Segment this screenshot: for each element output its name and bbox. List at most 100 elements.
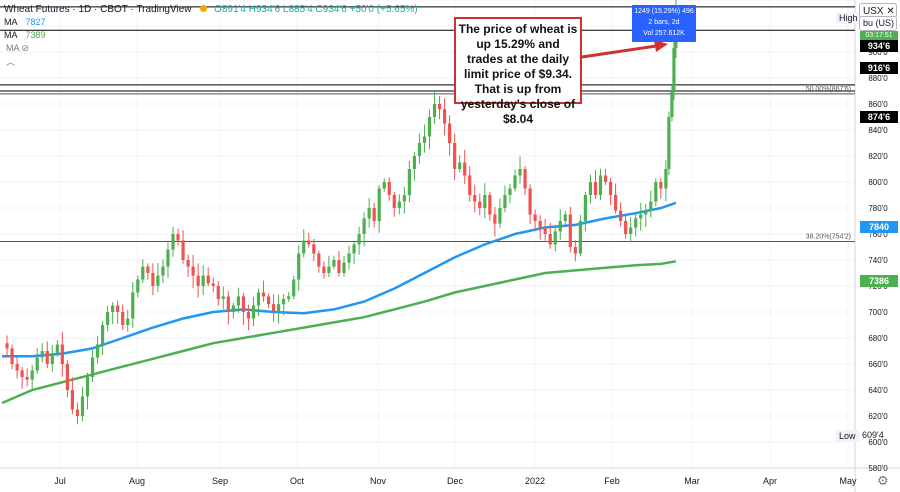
candle-body (231, 305, 235, 312)
annotation-arrow (581, 44, 657, 59)
y-tick-label: 760'0 (868, 230, 888, 239)
candle-body (548, 234, 552, 245)
candle-body (654, 182, 658, 202)
ma-fast-legend[interactable]: MA 7827 (4, 17, 46, 27)
candle-body (639, 214, 643, 219)
close-icon: ✕ (886, 6, 895, 17)
candle-body (463, 162, 467, 176)
candle-body (151, 273, 155, 286)
candle-body (126, 318, 130, 325)
candle-body (528, 188, 532, 215)
annotation-callout: The price of wheat is up 15.29% and trad… (454, 17, 582, 126)
x-tick-label: Feb (604, 476, 620, 486)
candle-body (216, 286, 220, 299)
candle-body (136, 279, 140, 293)
candle-body (392, 195, 396, 208)
x-tick-label: Oct (290, 476, 305, 486)
candle-body (251, 305, 256, 319)
candle-body (347, 253, 351, 263)
candle-body (377, 188, 381, 221)
candle-body (307, 240, 311, 245)
low-marker-value: 609'4 (862, 430, 884, 440)
candle-body (30, 370, 34, 380)
candle-body (121, 312, 125, 325)
ma-slow-legend[interactable]: MA 7389 (4, 30, 46, 40)
candle-body (241, 296, 246, 312)
y-tick-label: 860'0 (868, 100, 888, 109)
collapse-legend-icon[interactable]: ︿ (6, 57, 16, 67)
price-label-upper: 916'6 (860, 62, 898, 74)
candle-body (468, 175, 472, 195)
candle-body (322, 266, 326, 273)
fib-label: 38.20%(754'2) (806, 233, 851, 240)
candle-body (161, 266, 165, 276)
y-tick-label: 840'0 (868, 126, 888, 135)
currency-select[interactable]: USX ✕ (859, 3, 897, 18)
candle-body (111, 305, 115, 312)
unit-select[interactable]: bu (US) ▾ (859, 16, 897, 41)
x-tick-label: Sep (212, 476, 228, 486)
candle-body (553, 231, 557, 245)
candle-body (558, 221, 562, 232)
candle-body (55, 344, 59, 354)
candle-body (181, 240, 185, 260)
candle-body (387, 182, 391, 195)
candle-body (503, 195, 507, 208)
candle-body (422, 136, 427, 143)
candle-body (624, 221, 628, 234)
x-tick-label: Apr (763, 476, 777, 486)
candle-body (332, 260, 336, 267)
candle-body (191, 266, 195, 276)
y-tick-label: 820'0 (868, 152, 888, 161)
gear-icon[interactable]: ⚙ (877, 473, 889, 488)
candle-body (603, 175, 608, 182)
candle-body (100, 325, 105, 345)
candle-body (402, 195, 406, 202)
candle-body (95, 344, 100, 358)
ma-slow-line (1, 260, 677, 405)
candle-body (634, 218, 638, 228)
bar-countdown: 03:17:51 (860, 31, 898, 40)
candle-body (156, 275, 160, 286)
candle-body (342, 262, 346, 273)
candle-body (483, 195, 487, 208)
candle-body (116, 305, 120, 312)
candle-body (437, 104, 442, 110)
candle-body (538, 221, 542, 228)
candle-body (146, 266, 150, 273)
y-tick-label: 780'0 (868, 204, 888, 213)
annotation-arrowhead (654, 40, 668, 52)
price-label-ma-slow: 7386 (860, 275, 898, 287)
candle-body (649, 201, 653, 211)
candle-body (246, 312, 251, 319)
hidden-indicator-legend[interactable]: MA ⊘ (6, 43, 30, 53)
candle-body (236, 296, 240, 306)
y-tick-label: 620'0 (868, 412, 888, 421)
candle-body (80, 396, 85, 416)
candle-body (427, 117, 432, 137)
candle-body (141, 266, 145, 280)
x-tick-label: Nov (370, 476, 387, 486)
candle-body (70, 390, 75, 410)
candle-body (302, 240, 306, 254)
candle-body (367, 208, 371, 219)
candle-body (35, 357, 39, 371)
candle-body (266, 296, 271, 305)
candle-body (498, 208, 502, 224)
price-label-resistance: 874'6 (860, 111, 898, 123)
candle-body (90, 357, 95, 377)
y-tick-label: 680'0 (868, 334, 888, 343)
candle-body (573, 247, 577, 254)
candle-body (362, 218, 366, 234)
eye-off-icon[interactable]: ⊘ (21, 43, 30, 53)
candle-body (453, 143, 457, 169)
candle-body (60, 344, 64, 364)
candle-body (85, 377, 90, 397)
candle-body (664, 169, 668, 189)
candle-body (508, 188, 512, 195)
y-tick-label: 880'0 (868, 74, 888, 83)
y-tick-label: 700'0 (868, 308, 888, 317)
candle-body (357, 234, 361, 245)
x-tick-label: May (839, 476, 857, 486)
